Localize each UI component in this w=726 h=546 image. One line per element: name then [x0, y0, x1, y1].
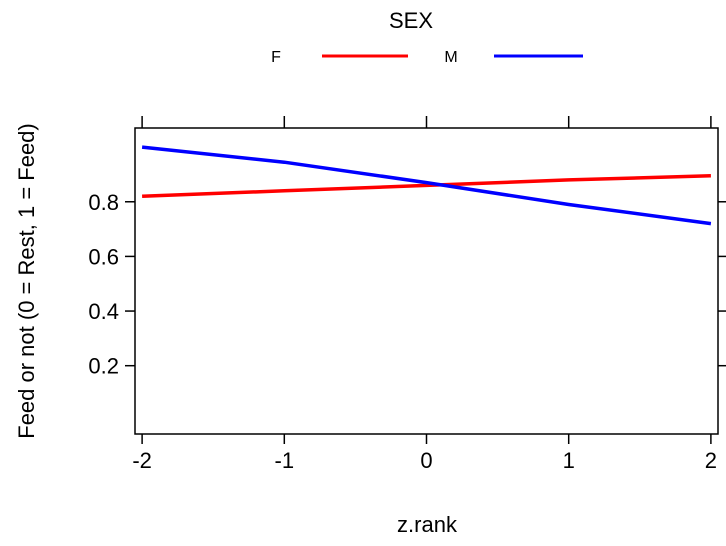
legend: SEX F M — [271, 8, 583, 66]
series-line-m — [141, 145, 712, 226]
y-tick-label: 0.2 — [88, 354, 119, 379]
x-tick-label: 0 — [420, 448, 432, 473]
y-axis: 0.2 0.4 0.6 0.8 — [88, 190, 726, 379]
series-line-f — [142, 174, 711, 199]
y-tick-label: 0.4 — [88, 299, 119, 324]
x-tick-label: -2 — [132, 448, 152, 473]
series-lines — [141, 145, 712, 226]
legend-label-f: F — [271, 49, 281, 66]
y-tick-label: 0.6 — [88, 244, 119, 269]
y-tick-label: 0.8 — [88, 190, 119, 215]
x-axis: -2 -1 0 1 2 — [132, 116, 717, 473]
legend-label-m: M — [444, 49, 457, 66]
x-axis-title: z.rank — [397, 512, 458, 537]
x-tick-label: 1 — [563, 448, 575, 473]
y-axis-title: Feed or not (0 = Rest, 1 = Feed) — [14, 123, 39, 439]
x-tick-label: -1 — [275, 448, 295, 473]
x-tick-label: 2 — [705, 448, 717, 473]
legend-title: SEX — [389, 8, 433, 33]
plot-frame — [134, 127, 719, 435]
